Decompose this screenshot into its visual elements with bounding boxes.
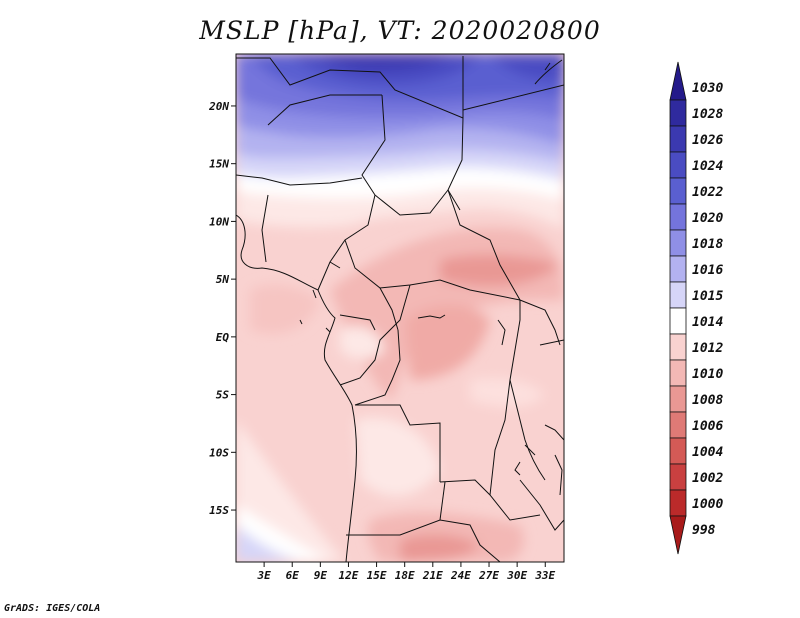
colorbar-label: 1014 bbox=[692, 315, 723, 330]
colorbar-swatch bbox=[669, 61, 687, 101]
colorbar-swatch bbox=[669, 307, 687, 335]
colorbar-swatch bbox=[669, 489, 687, 517]
y-tick-label: 5N bbox=[216, 273, 230, 286]
colorbar-swatch bbox=[669, 385, 687, 413]
colorbar-label: 998 bbox=[692, 523, 716, 538]
plot-frame bbox=[235, 53, 565, 563]
colorbar-swatch bbox=[669, 99, 687, 127]
x-tick-label: 27E bbox=[478, 569, 499, 582]
colorbar-label: 1024 bbox=[692, 159, 723, 174]
colorbar-label: 1020 bbox=[692, 211, 723, 226]
x-tick-label: 21E bbox=[422, 569, 443, 582]
colorbar-label: 1015 bbox=[692, 289, 723, 304]
colorbar-label: 1002 bbox=[692, 471, 723, 486]
colorbar-swatch bbox=[669, 255, 687, 283]
credit-text: GrADS: IGES/COLA bbox=[4, 603, 101, 614]
colorbar-swatch bbox=[669, 151, 687, 179]
colorbar: 1030 1028 1026 1024 1022 1020 1018 1016 1015 1014… bbox=[669, 61, 723, 555]
colorbar-label: 1008 bbox=[692, 393, 723, 408]
colorbar-label: 1018 bbox=[692, 237, 723, 252]
x-tick-label: 33E bbox=[534, 569, 555, 582]
x-tick-label: 18E bbox=[395, 569, 415, 582]
x-tick-label: 12E bbox=[339, 569, 359, 582]
x-tick-label: 3E bbox=[256, 569, 271, 582]
colorbar-label: 1012 bbox=[692, 341, 723, 356]
colorbar-swatch bbox=[669, 463, 687, 491]
colorbar-label: 1010 bbox=[692, 367, 723, 382]
colorbar-label: 1000 bbox=[692, 497, 723, 512]
colorbar-label: 1026 bbox=[692, 133, 723, 148]
y-tick-label: EQ bbox=[216, 331, 230, 344]
colorbar-swatch bbox=[669, 229, 687, 257]
y-axis: 20N 15N 10N 5N EQ 5S 10S 15S bbox=[208, 100, 236, 517]
colorbar-swatch bbox=[669, 281, 687, 309]
colorbar-swatch bbox=[669, 359, 687, 387]
x-tick-label: 30E bbox=[506, 569, 527, 582]
y-tick-label: 10N bbox=[209, 215, 229, 228]
map-borders bbox=[236, 56, 564, 562]
colorbar-label: 1028 bbox=[692, 107, 723, 122]
colorbar-swatch bbox=[669, 437, 687, 465]
x-tick-label: 24E bbox=[450, 569, 471, 582]
y-tick-label: 10S bbox=[209, 446, 229, 459]
chart-title: MSLP [hPa], VT: 2020020800 bbox=[199, 16, 601, 45]
colorbar-swatch bbox=[669, 333, 687, 361]
colorbar-swatch bbox=[669, 515, 687, 555]
y-tick-label: 15S bbox=[209, 504, 229, 517]
colorbar-swatch bbox=[669, 411, 687, 439]
colorbar-swatch bbox=[669, 203, 687, 231]
y-tick-label: 15N bbox=[209, 158, 229, 171]
x-axis: 3E 6E 9E 12E 15E 18E 21E 24E 27E 30E 33E bbox=[256, 562, 556, 582]
x-tick-label: 6E bbox=[286, 569, 300, 582]
colorbar-swatch bbox=[669, 177, 687, 205]
colorbar-label: 1022 bbox=[692, 185, 723, 200]
y-tick-label: 5S bbox=[216, 389, 230, 402]
x-tick-label: 15E bbox=[367, 569, 387, 582]
colorbar-label: 1006 bbox=[692, 419, 723, 434]
y-tick-label: 20N bbox=[208, 100, 229, 113]
colorbar-label: 1004 bbox=[692, 445, 723, 460]
colorbar-label: 1016 bbox=[692, 263, 723, 278]
x-tick-label: 9E bbox=[314, 569, 328, 582]
pressure-field bbox=[236, 54, 564, 562]
colorbar-label: 1030 bbox=[692, 81, 723, 96]
colorbar-swatch bbox=[669, 125, 687, 153]
